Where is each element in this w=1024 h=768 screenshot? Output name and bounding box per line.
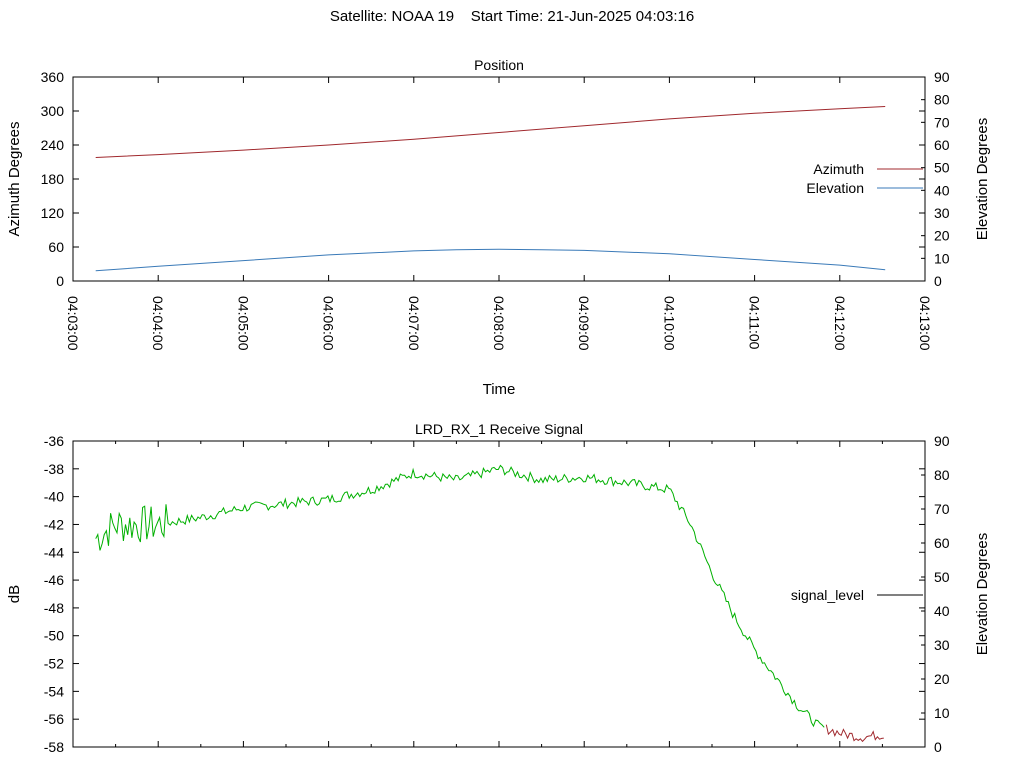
series-line-Elevation — [95, 248, 886, 272]
y2-tick-label: 10 — [934, 250, 950, 266]
y-tick-label: -38 — [44, 461, 64, 477]
y-axis-label: dB — [6, 585, 23, 603]
series-line-signal_level-low — [825, 724, 884, 743]
y-tick-label: -48 — [44, 600, 64, 616]
y2-tick-label: 50 — [934, 160, 950, 176]
y2-tick-label: 30 — [934, 637, 950, 653]
y-tick-label: -40 — [44, 489, 64, 505]
y2-tick-label: 80 — [934, 467, 950, 483]
y-tick-label: 60 — [48, 239, 64, 255]
signal-chart: LRD_RX_1 Receive Signal -58 -56 -54 -52 -50 -4… — [6, 421, 991, 755]
y-tick-label: -42 — [44, 516, 64, 532]
chart-title: LRD_RX_1 Receive Signal — [415, 421, 583, 437]
y2-tick-label: 90 — [934, 433, 950, 449]
x-tick-label: 04:08:00 — [491, 296, 507, 351]
y2-tick-label: 70 — [934, 501, 950, 517]
y-tick-label: 360 — [41, 69, 65, 85]
y-axis-label: Azimuth Degrees — [6, 121, 23, 236]
legend-label: signal_level — [791, 587, 864, 603]
y2-tick-label: 30 — [934, 205, 950, 221]
y-tick-label: -56 — [44, 711, 64, 727]
x-tick-label: 04:04:00 — [150, 296, 166, 351]
x-tick-label: 04:07:00 — [406, 296, 422, 351]
y-tick-label: -46 — [44, 572, 64, 588]
y-tick-label: 0 — [56, 273, 64, 289]
y2-tick-label: 20 — [934, 671, 950, 687]
position-chart: Position 0 60 120 180 240 300 360 0 10 20 30 40 50 60 7… — [6, 57, 991, 398]
x-tick-label: 04:11:00 — [747, 296, 763, 350]
y2-tick-label: 0 — [934, 739, 942, 755]
y2-tick-label: 20 — [934, 228, 950, 244]
y2-tick-label: 10 — [934, 705, 950, 721]
y-tick-label: -58 — [44, 739, 64, 755]
series-line-signal_level — [95, 464, 825, 728]
legend-label: Elevation — [806, 180, 864, 196]
x-tick-label: 04:12:00 — [832, 296, 848, 351]
x-tick-label: 04:03:00 — [65, 296, 81, 351]
y-tick-label: 120 — [41, 205, 65, 221]
y-tick-label: 180 — [41, 171, 65, 187]
y2-tick-label: 40 — [934, 182, 950, 198]
y2-tick-label: 90 — [934, 69, 950, 85]
y2-tick-label: 0 — [934, 273, 942, 289]
y2-axis-label: Elevation Degrees — [974, 533, 991, 656]
y-tick-label: -44 — [44, 544, 64, 560]
x-tick-label: 04:09:00 — [576, 296, 592, 351]
x-tick-label: 04:13:00 — [917, 296, 933, 351]
y2-tick-label: 40 — [934, 603, 950, 619]
plot-frame — [72, 76, 926, 282]
x-tick-label: 04:06:00 — [321, 296, 337, 351]
y-tick-label: -54 — [44, 683, 64, 699]
y2-tick-label: 50 — [934, 569, 950, 585]
y2-tick-label: 70 — [934, 114, 950, 130]
y2-tick-label: 80 — [934, 92, 950, 108]
chart-title: Position — [474, 57, 524, 73]
y-tick-label: -36 — [44, 433, 64, 449]
x-tick-label: 04:10:00 — [661, 296, 677, 351]
x-tick-label: 04:05:00 — [235, 296, 251, 351]
y2-axis-label: Elevation Degrees — [974, 118, 991, 241]
series-line-Azimuth — [95, 106, 886, 158]
y-tick-label: -50 — [44, 628, 64, 644]
y2-tick-label: 60 — [934, 535, 950, 551]
y2-tick-label: 60 — [934, 137, 950, 153]
page-title: Satellite: NOAA 19 Start Time: 21-Jun-20… — [329, 8, 695, 25]
x-axis-label: Time — [483, 381, 516, 398]
y-tick-label: 240 — [41, 137, 65, 153]
legend-label: Azimuth — [813, 161, 864, 177]
y-tick-label: -52 — [44, 656, 64, 672]
y-tick-label: 300 — [41, 103, 65, 119]
